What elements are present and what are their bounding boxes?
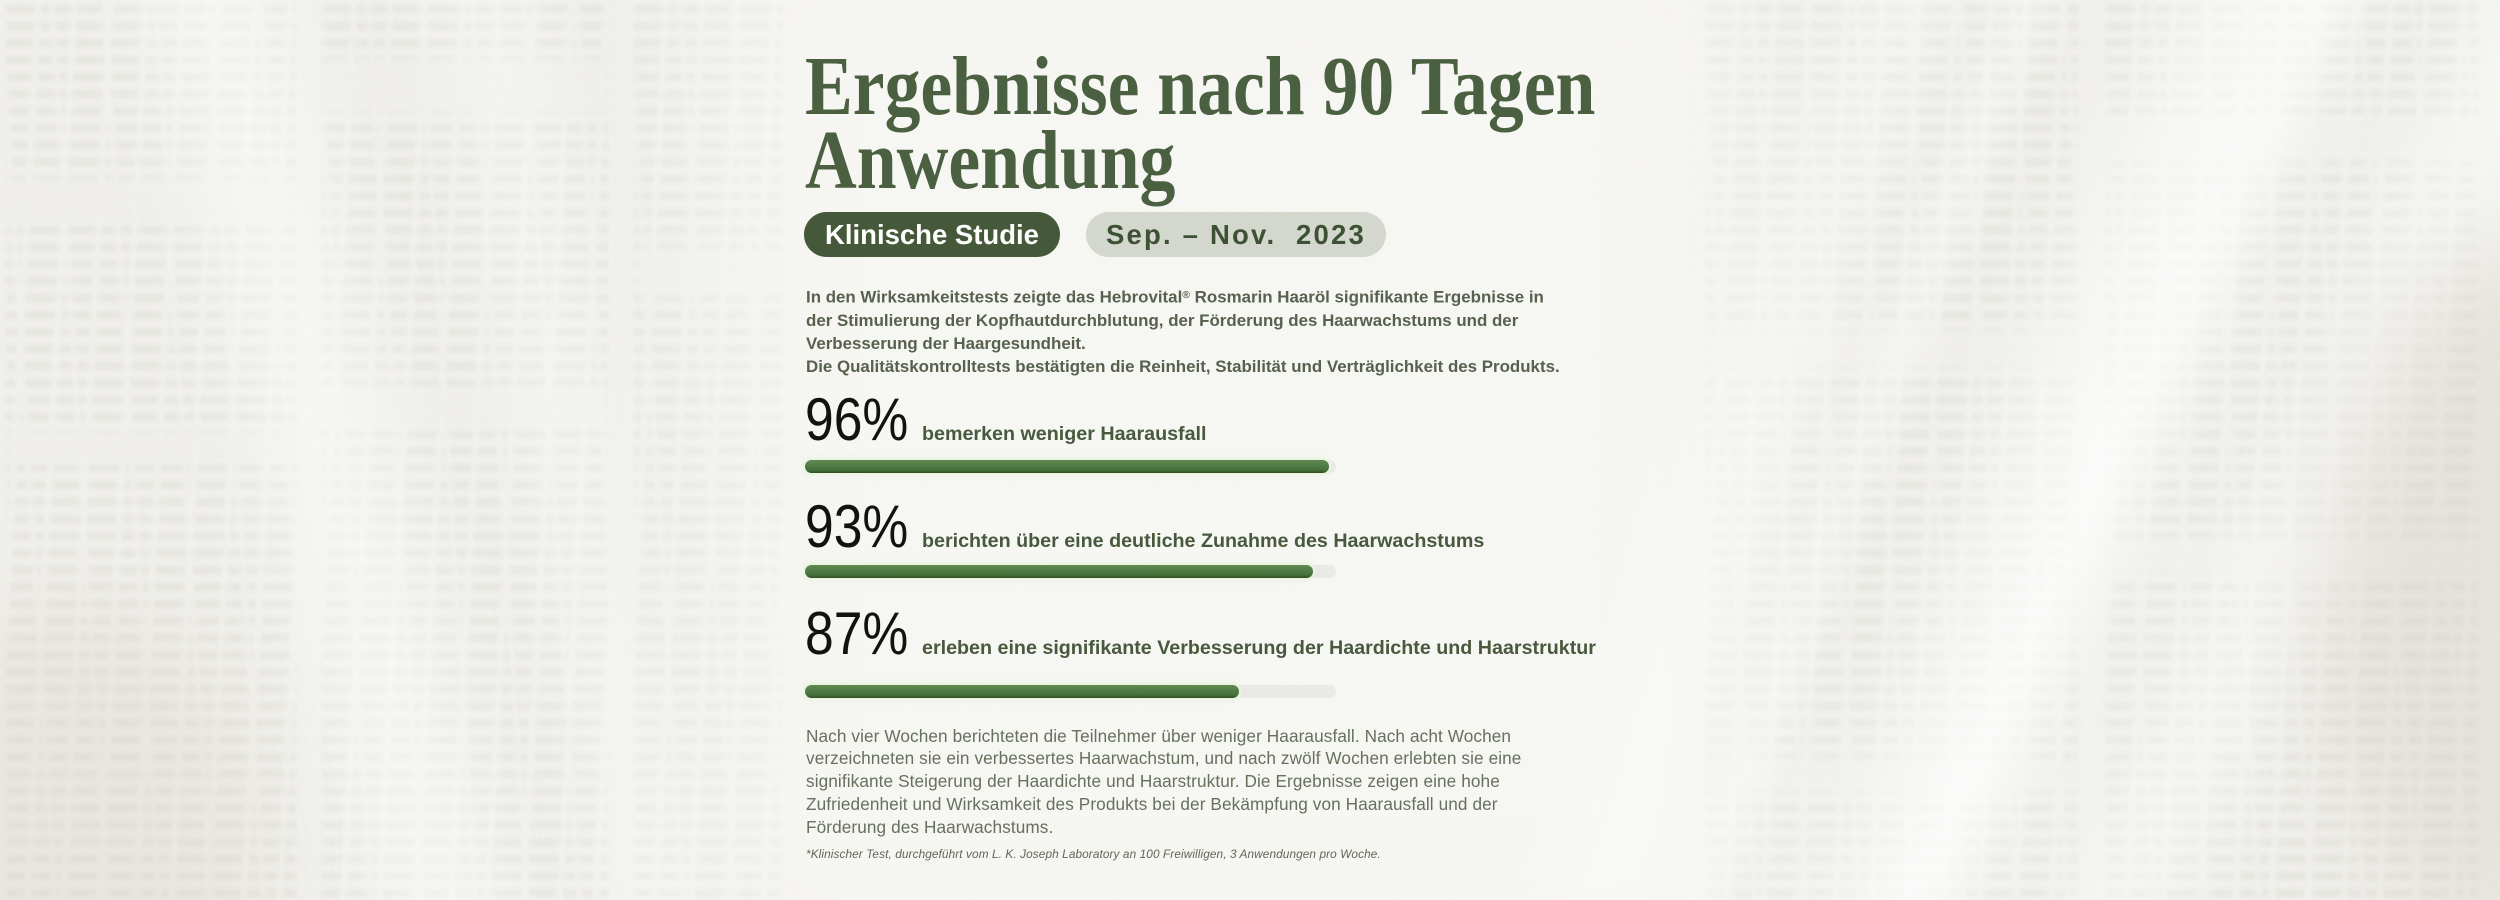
stat-value: 96% <box>805 386 909 453</box>
page-title: Ergebnisse nach 90 Tagen Anwendung <box>805 40 1596 207</box>
stat-label: erleben eine signifikante Verbesserung d… <box>922 637 1596 659</box>
badge-date-range: Sep. – Nov. 2023 <box>1085 212 1386 257</box>
badge-klinische-studie: Klinische Studie <box>804 212 1060 257</box>
progress-fill <box>805 685 1240 698</box>
stat-row: 96% bemerken weniger Haarausfall <box>805 390 1207 450</box>
stat-value: 93% <box>805 493 909 560</box>
progress-track <box>805 459 1336 473</box>
progress-track <box>805 564 1336 578</box>
stat-label: berichten über eine deutliche Zunahme de… <box>922 530 1485 552</box>
stat-label: bemerken weniger Haarausfall <box>922 423 1207 445</box>
progress-fill <box>805 564 1313 578</box>
badge-row: Klinische Studie Sep. – Nov. 2023 <box>804 212 1386 257</box>
summary-paragraph: Nach vier Wochen berichteten die Teilneh… <box>806 725 1522 837</box>
progress-fill <box>805 459 1330 473</box>
intro-paragraph: In den Wirksamkeitstests zeigte das Hebr… <box>806 287 1560 377</box>
stat-row: 93% berichten über eine deutliche Zunahme… <box>805 497 1484 557</box>
stat-row: 87% erleben eine signifikante Verbesserun… <box>805 604 1596 664</box>
progress-track <box>805 685 1336 698</box>
footnote: *Klinischer Test, durchgeführt vom L. K.… <box>806 846 1381 861</box>
registered-mark: ® <box>1182 290 1190 301</box>
stat-value: 87% <box>805 600 909 667</box>
